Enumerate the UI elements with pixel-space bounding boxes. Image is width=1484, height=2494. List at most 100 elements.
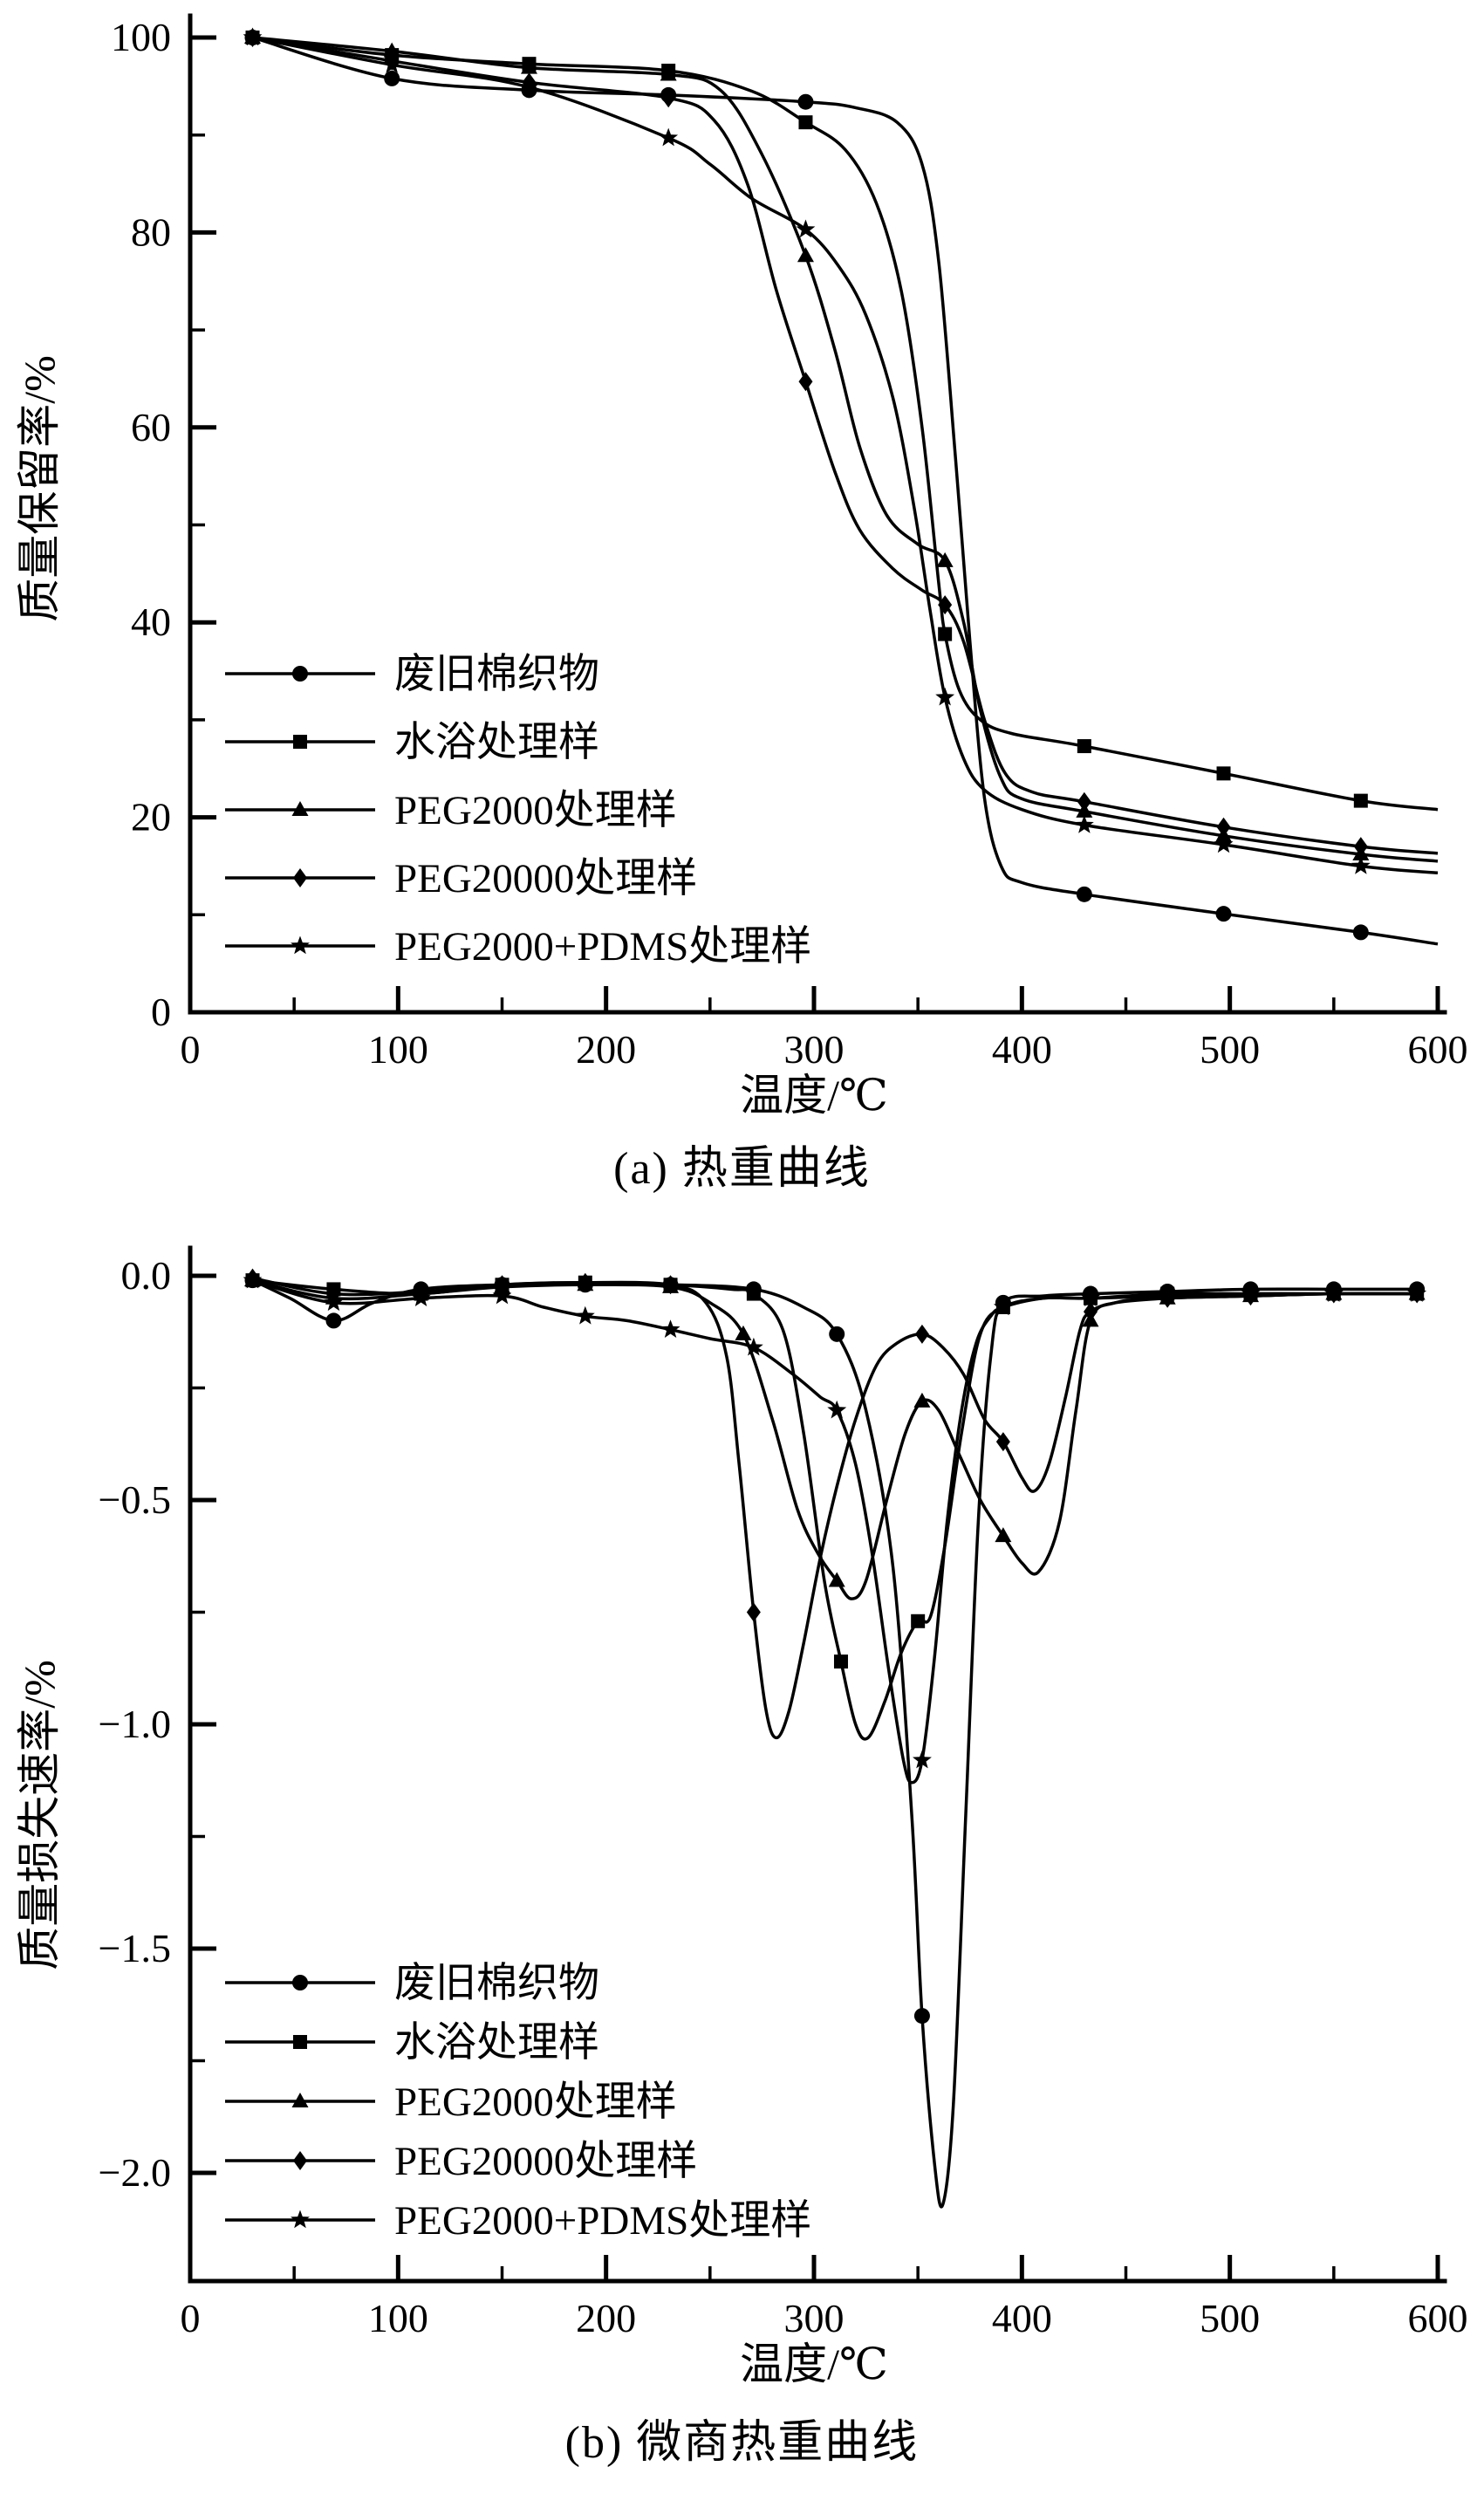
circle-marker-icon xyxy=(1076,886,1092,902)
y-tick-label: −2.0 xyxy=(99,2150,171,2195)
star-marker-icon xyxy=(243,1270,263,1289)
y-tick-label: 0 xyxy=(151,990,171,1034)
series-star xyxy=(243,1270,1427,1785)
diamond-marker-icon xyxy=(995,1432,1010,1452)
x-axis-label: 温度/℃ xyxy=(740,2340,888,2388)
legend-item: PEG20000处理样 xyxy=(225,2139,697,2184)
diamond-marker-icon xyxy=(495,1275,509,1295)
star-marker-icon xyxy=(411,1288,431,1306)
triangle-marker-icon xyxy=(383,42,400,58)
legend-label: PEG20000处理样 xyxy=(394,856,697,901)
star-marker-icon xyxy=(1351,856,1371,874)
legend-label: PEG2000处理样 xyxy=(394,788,677,833)
star-marker-icon xyxy=(324,1292,344,1312)
diamond-marker-icon xyxy=(1083,1302,1098,1322)
legend-label: 水浴处理样 xyxy=(394,2020,599,2066)
square-marker-icon xyxy=(1077,739,1091,754)
axes xyxy=(188,1245,1447,2284)
x-tick-label: 100 xyxy=(368,1027,428,1072)
triangle-marker-icon xyxy=(291,2093,309,2107)
circle-marker-icon xyxy=(913,2008,930,2025)
x-tick-label: 400 xyxy=(992,1027,1052,1072)
star-marker-icon xyxy=(796,219,816,238)
star-marker-icon xyxy=(575,1305,595,1325)
y-tick-label: 20 xyxy=(131,795,171,839)
triangle-marker-icon xyxy=(291,801,309,816)
square-marker-icon xyxy=(911,1614,926,1628)
triangle-marker-icon xyxy=(995,1527,1012,1543)
circle-marker-icon xyxy=(292,1975,308,1990)
y-tick-label: 40 xyxy=(131,600,171,644)
circle-marker-icon xyxy=(292,666,308,682)
star-marker-icon xyxy=(1241,1284,1261,1302)
diamond-marker-icon xyxy=(746,1602,761,1622)
legend-label: PEG20000处理样 xyxy=(394,2139,697,2184)
triangle-marker-icon xyxy=(828,1572,845,1587)
legend-item: PEG20000处理样 xyxy=(225,856,697,901)
legend-label: PEG2000+PDMS处理样 xyxy=(394,2198,811,2244)
series-triangle xyxy=(244,29,1439,863)
y-tick-label: −1.0 xyxy=(99,1702,171,1746)
dtg-chart-svg: 0 100 200 300 400 500 600 0.0 −0.5 −1.0 −1.5 −2.0 温度… xyxy=(15,1245,1468,2388)
star-marker-icon xyxy=(291,935,310,955)
dtg-chart-panel: 0 100 200 300 400 500 600 0.0 −0.5 −1.0 −1.5 −2.0 温度… xyxy=(0,1222,1484,2494)
star-marker-icon xyxy=(1214,834,1234,853)
star-marker-icon xyxy=(660,1319,680,1338)
x-tick-label: 200 xyxy=(576,2296,636,2340)
circle-marker-icon xyxy=(1215,906,1232,922)
star-marker-icon xyxy=(935,687,955,706)
circle-marker-icon xyxy=(384,70,400,86)
square-marker-icon xyxy=(1353,793,1368,808)
y-tick-label: −0.5 xyxy=(99,1477,171,1522)
tg-chart-svg: 0 100 200 300 400 500 600100806040200温度/℃质量保留率… xyxy=(15,13,1468,1120)
x-tick-label: 400 xyxy=(992,2296,1052,2340)
diamond-marker-icon xyxy=(1077,791,1091,812)
axes xyxy=(188,13,1447,1015)
tick-labels: 0 100 200 300 400 500 600 0.0 −0.5 −1.0 −1.5 −2.0 xyxy=(99,1253,1468,2340)
square-marker-icon xyxy=(293,735,307,749)
legend-label: 水浴处理样 xyxy=(394,720,599,765)
star-marker-icon xyxy=(1323,1284,1344,1302)
diamond-marker-icon xyxy=(938,595,953,615)
diamond-marker-icon xyxy=(661,88,676,108)
y-tick-label: −1.5 xyxy=(99,1926,171,1970)
legend-label: 废旧棉织物 xyxy=(394,652,599,697)
diamond-marker-icon xyxy=(663,1275,678,1295)
diamond-marker-icon xyxy=(1216,817,1231,837)
diamond-marker-icon xyxy=(293,2151,307,2170)
square-marker-icon xyxy=(833,1655,848,1669)
diamond-marker-icon xyxy=(798,372,813,392)
legend-item: 废旧棉织物 xyxy=(225,1961,599,2006)
ticks xyxy=(188,1273,1440,2281)
star-marker-icon xyxy=(743,1337,763,1356)
legend-item: 废旧棉织物 xyxy=(225,652,599,697)
legend-label: PEG2000处理样 xyxy=(394,2079,677,2125)
x-tick-label: 300 xyxy=(784,2296,845,2340)
ticks xyxy=(188,35,1440,1015)
star-marker-icon xyxy=(519,77,539,96)
star-marker-icon xyxy=(382,54,402,73)
legend-item: PEG2000处理样 xyxy=(225,2079,677,2125)
y-axis-label: 质量损失速率/% xyxy=(15,1660,64,1970)
circle-marker-icon xyxy=(797,93,814,110)
star-marker-icon xyxy=(492,1285,512,1305)
circle-marker-icon xyxy=(1352,924,1369,941)
y-tick-label: 80 xyxy=(131,209,171,254)
x-tick-label: 600 xyxy=(1408,2296,1468,2340)
star-marker-icon xyxy=(1074,815,1094,833)
series-triangle xyxy=(244,1271,1426,1600)
x-tick-label: 100 xyxy=(368,2296,428,2340)
star-marker-icon xyxy=(1081,1288,1100,1306)
legend-label: PEG2000+PDMS处理样 xyxy=(394,924,811,970)
diamond-marker-icon xyxy=(1353,837,1368,857)
tg-chart-panel: 0 100 200 300 400 500 600 100 80 60 40 20 0 温度/℃ 质量保留率… xyxy=(0,0,1484,1222)
star-marker-icon xyxy=(993,1297,1013,1316)
legend-item: 水浴处理样 xyxy=(225,720,599,765)
triangle-marker-icon xyxy=(797,247,814,263)
x-tick-label: 300 xyxy=(784,1027,845,1072)
triangle-marker-icon xyxy=(913,1392,931,1408)
legend-label: 废旧棉织物 xyxy=(394,1961,599,2006)
legend-item: 水浴处理样 xyxy=(225,2020,599,2066)
